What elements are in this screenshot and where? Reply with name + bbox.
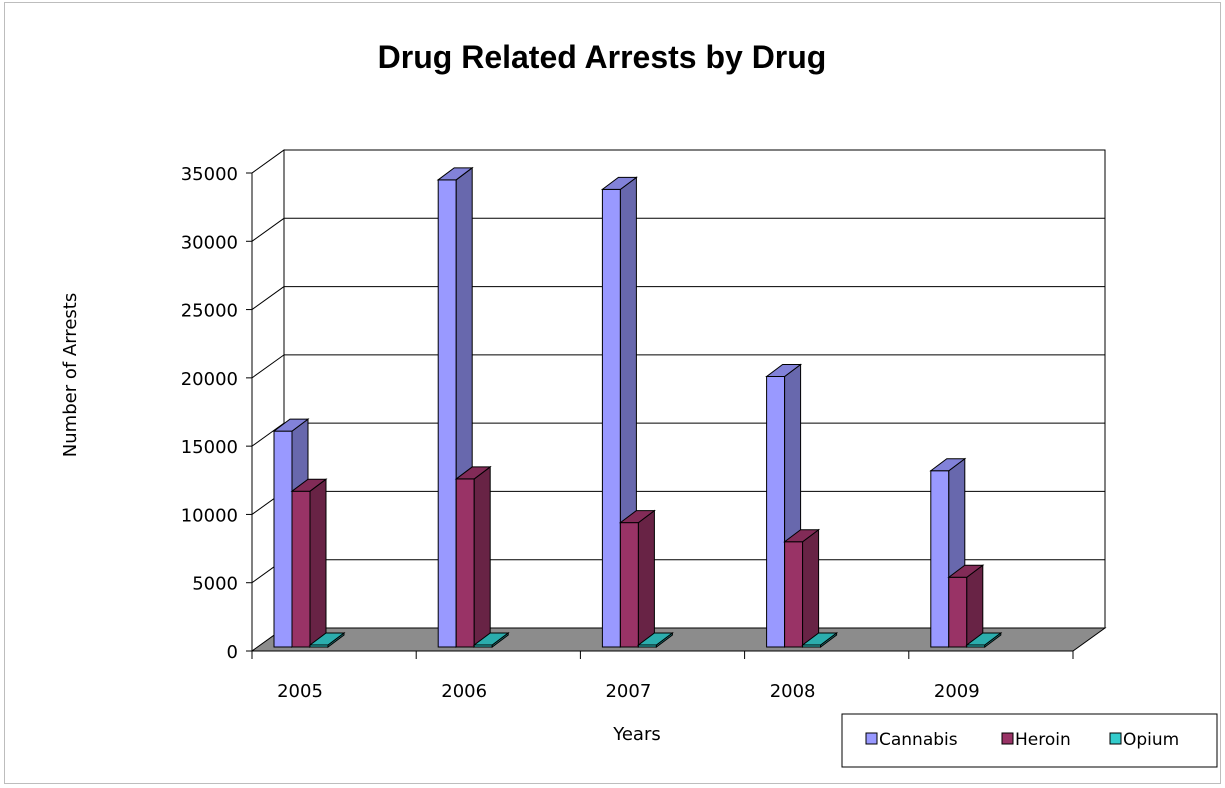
bar-heroin-2009 — [947, 564, 985, 648]
bar-front — [291, 490, 311, 648]
bar-top — [618, 510, 656, 524]
chart-title: Drug Related Arrests by Drug — [378, 39, 827, 75]
bar-front — [437, 179, 457, 648]
legend-swatch-opium — [1109, 732, 1122, 745]
gridline-side — [251, 149, 285, 174]
bar-top — [765, 363, 803, 377]
legend: Cannabis Heroin Opium — [841, 713, 1218, 768]
bar-top — [636, 632, 674, 646]
bar-top — [436, 167, 474, 181]
back-wall — [283, 149, 1106, 629]
bar-opium-2009 — [965, 632, 1003, 648]
bar-side — [473, 465, 491, 648]
legend-label-heroin: Heroin — [1015, 730, 1071, 750]
bar-front — [930, 470, 950, 648]
gridline-side — [251, 422, 285, 447]
y-tick-label: 35000 — [181, 164, 238, 185]
x-tick-label: 2006 — [441, 681, 487, 702]
gridline-side — [251, 286, 285, 310]
y-tick-labels: 0 5000 10000 15000 20000 25000 30000 35000 — [181, 164, 238, 663]
bar-front — [619, 522, 639, 648]
bars — [272, 166, 1003, 648]
y-tick-label: 20000 — [181, 369, 238, 390]
y-tick-label: 5000 — [192, 574, 238, 595]
bar-top — [947, 564, 985, 578]
y-tick-label: 0 — [227, 642, 238, 663]
bar-top — [929, 458, 967, 472]
gridline-side — [251, 217, 285, 242]
bar-top — [965, 632, 1003, 646]
bar-heroin-2006 — [454, 465, 492, 648]
bar-front — [766, 375, 786, 648]
bar-heroin-2007 — [618, 509, 656, 648]
x-tick-labels: 2005 2006 2007 2008 2009 — [277, 681, 980, 702]
legend-swatch-heroin — [1001, 732, 1014, 745]
y-tick-label: 30000 — [181, 232, 238, 253]
bar-front — [948, 576, 968, 648]
bar-front — [273, 430, 293, 648]
bar-front — [784, 541, 804, 648]
bar-top — [290, 478, 328, 492]
bar-heroin-2008 — [783, 528, 821, 648]
legend-box — [841, 713, 1218, 768]
bar-opium-2006 — [472, 632, 510, 648]
gridlines — [246, 149, 1105, 659]
bar-side — [802, 528, 820, 648]
bar-top — [272, 418, 310, 432]
bar-opium-2008 — [801, 632, 839, 648]
y-tick-label: 10000 — [181, 505, 238, 526]
bar-top — [600, 176, 638, 190]
legend-label-opium: Opium — [1123, 730, 1179, 750]
x-tick-label: 2009 — [934, 681, 980, 702]
legend-label-cannabis: Cannabis — [879, 730, 958, 750]
bar-top — [454, 466, 492, 480]
y-axis-title: Number of Arrests — [60, 293, 81, 457]
x-tick-label: 2008 — [770, 681, 816, 702]
bar-heroin-2005 — [290, 478, 328, 648]
x-axis-title: Years — [612, 724, 661, 745]
y-tick-label: 25000 — [181, 301, 238, 322]
bar-top — [472, 632, 510, 646]
y-tick-label: 15000 — [181, 437, 238, 458]
legend-swatch-cannabis — [865, 732, 878, 745]
bar-side — [309, 478, 327, 648]
bar-opium-2005 — [308, 632, 346, 648]
x-tick-label: 2007 — [605, 681, 651, 702]
gridline-side — [251, 354, 285, 379]
bar-top — [783, 529, 821, 543]
bar-top — [801, 632, 839, 646]
bar-top — [308, 632, 346, 646]
bar-front — [601, 188, 621, 648]
bar-opium-2007 — [636, 632, 674, 648]
bar-side — [637, 509, 655, 648]
x-tick-label: 2005 — [277, 681, 323, 702]
bar-front — [455, 478, 475, 648]
